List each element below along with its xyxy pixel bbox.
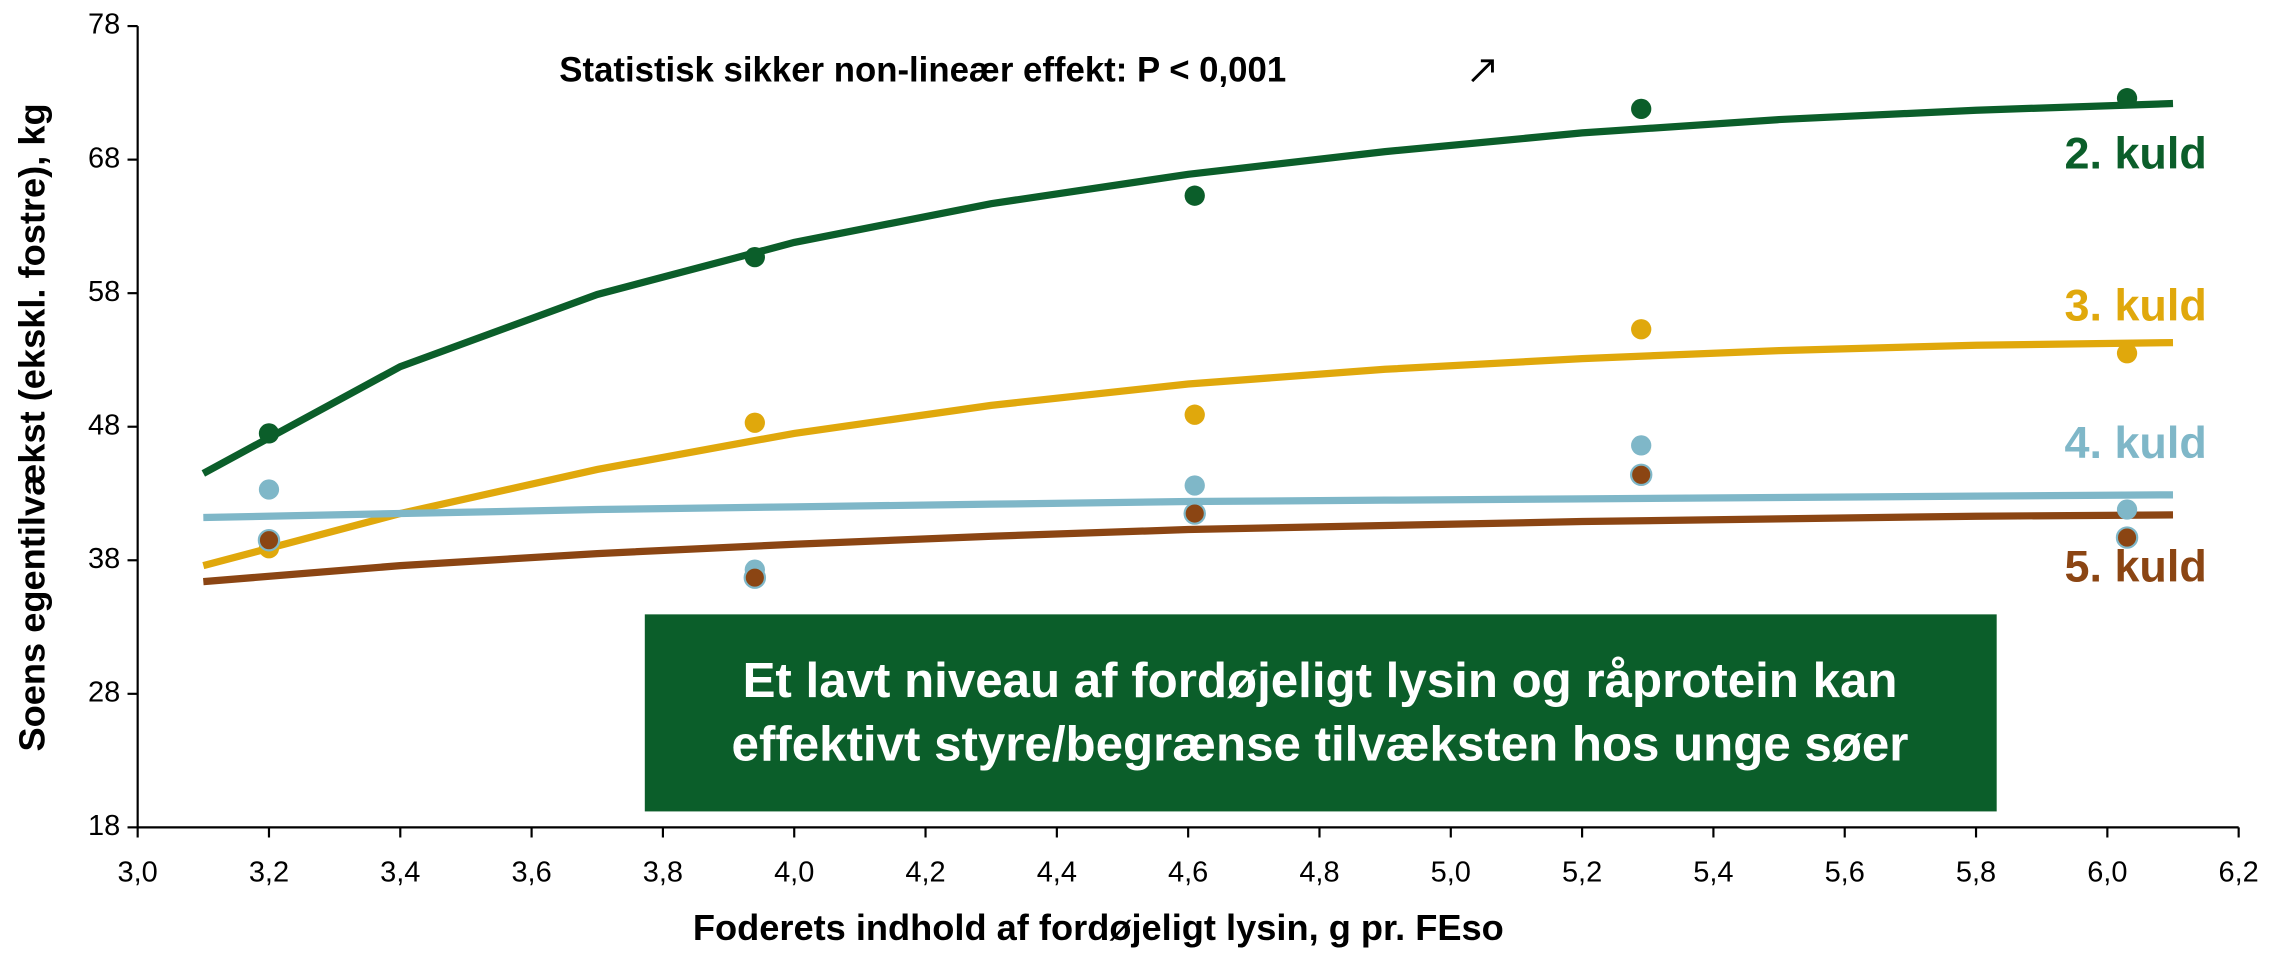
fit-curve	[201, 99, 2174, 477]
x-tick-label: 5,8	[1956, 856, 1996, 888]
data-point	[2116, 88, 2138, 109]
y-tick-label: 58	[88, 276, 120, 308]
fit-curve	[202, 338, 2174, 570]
data-point	[744, 412, 765, 433]
x-tick-label: 4,0	[774, 856, 814, 888]
series-label: 5. kuld	[2065, 540, 2207, 591]
x-tick-label: 5,4	[1693, 856, 1733, 888]
y-tick-label: 68	[88, 142, 120, 174]
x-tick-label: 4,8	[1299, 856, 1339, 888]
data-point	[1183, 502, 1206, 525]
x-tick-label: 3,8	[643, 856, 683, 888]
series-label: 2. kuld	[2065, 127, 2207, 178]
y-tick-label: 18	[88, 810, 120, 842]
fit-curve	[203, 511, 2174, 586]
x-tick-label: 4,6	[1168, 856, 1208, 888]
data-point	[258, 423, 280, 444]
x-tick-label: 6,0	[2087, 856, 2127, 888]
data-point	[1184, 404, 1205, 425]
data-point	[2116, 499, 2138, 520]
data-point	[743, 566, 767, 589]
y-axis-label: Soens egentilvækst (ekskl. fostre), kg	[11, 103, 52, 751]
data-point	[1631, 435, 1652, 456]
data-point	[258, 479, 280, 500]
x-tick-label: 3,4	[380, 856, 420, 888]
y-tick-label: 38	[88, 543, 120, 575]
data-point	[1184, 475, 1205, 496]
x-tick-label: 5,6	[1825, 856, 1865, 888]
box-line: effektivt styre/begrænse tilvæksten hos …	[732, 717, 1909, 772]
data-point	[744, 246, 765, 268]
data-point	[1629, 463, 1653, 487]
x-axis-label: Foderets indhold af fordøjeligt lysin, g…	[693, 907, 1504, 948]
message-box	[644, 614, 1997, 812]
x-tick-label: 5,2	[1562, 856, 1602, 888]
fit-curve	[203, 491, 2174, 522]
y-tick-label: 28	[88, 676, 120, 708]
data-point	[1184, 185, 1205, 206]
annotation: Statistisk sikker non-lineær effekt: P <…	[559, 52, 1286, 90]
series-label: 3. kuld	[2065, 279, 2207, 330]
series-label: 4. kuld	[2065, 417, 2207, 468]
data-point	[1631, 319, 1652, 340]
x-tick-label: 3,2	[249, 856, 289, 888]
x-tick-label: 5,0	[1431, 856, 1471, 888]
box-line: Et lavt niveau af fordøjeligt lysin og r…	[743, 653, 1898, 708]
x-tick-label: 4,2	[905, 856, 945, 888]
x-tick-label: 6,2	[2219, 856, 2259, 888]
data-point	[2116, 343, 2138, 364]
data-point	[257, 529, 281, 552]
y-tick-label: 78	[88, 9, 120, 41]
data-point	[2115, 526, 2139, 549]
y-tick-label: 48	[88, 409, 120, 441]
x-tick-label: 3,6	[511, 856, 551, 888]
data-point	[1631, 98, 1652, 120]
arrow-icon	[1471, 59, 1494, 83]
x-tick-label: 3,0	[118, 856, 158, 888]
x-tick-label: 4,4	[1037, 856, 1077, 888]
